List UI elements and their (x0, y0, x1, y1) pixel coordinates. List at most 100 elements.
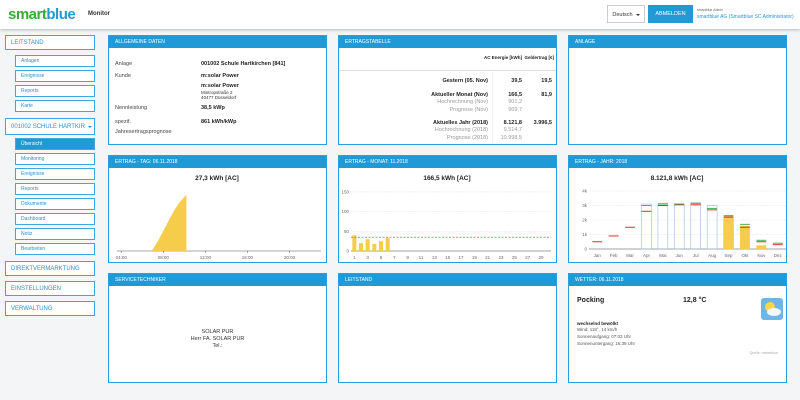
nav-subitem[interactable]: Ereignisse (15, 70, 95, 82)
field-label: Anlage (115, 61, 133, 67)
x-tick-label: 13 (432, 255, 438, 260)
nav-item[interactable]: 001002 SCHULE HARTKIR (5, 118, 95, 135)
field-label: spezif. (115, 119, 131, 125)
field-value: 40477 Düsseldorf (201, 95, 237, 100)
language-button[interactable]: Deutsch (607, 5, 645, 23)
nav-subitem[interactable]: Monitoring (15, 153, 95, 165)
weather-icon (761, 298, 783, 320)
header: smartblue Monitor Deutsch ABMELDEN smart… (0, 0, 800, 29)
nav-label: VERWALTUNG (11, 305, 53, 312)
panel-control: LEITSTAND (338, 273, 557, 383)
area (151, 195, 187, 251)
y-tick-label: 2k (582, 218, 588, 223)
bar (359, 243, 363, 251)
x-tick-label: 21 (485, 255, 491, 260)
x-tick-label: Jan (594, 253, 602, 258)
service-line: Tel.: (212, 343, 223, 349)
chart-total: 27,3 kWh [AC] (195, 175, 239, 182)
row-label: Prognose (2018) (447, 135, 488, 141)
row-label: Hochrechnung (Nov) (437, 99, 488, 105)
field-value: Mintropstraße 2 (201, 90, 233, 95)
x-tick-label: 23 (498, 255, 504, 260)
weather-source: Quelle: meteoblue (749, 351, 778, 355)
nav-item[interactable]: DIREKTVERMARKTUNG (5, 261, 95, 276)
separator (339, 70, 556, 71)
panel-title: ALLGEMEINE DATEN (109, 36, 326, 48)
weather-detail: Sonnenaufgang: 07:03 Uhr (577, 334, 632, 339)
nav-item[interactable]: VERWALTUNG (5, 301, 95, 316)
panel-weather: WETTER: 06.11.2018 Pocking 12,8 °C wechsel… (568, 273, 787, 383)
panel-service: SERVICETECHNIKER SOLAR PUR Herr FA. SOLAR … (108, 273, 327, 383)
nav-label: EINSTELLUNGEN (11, 285, 62, 292)
field-value: 001002 Schule Hartkirchen [841] (201, 61, 286, 67)
bar (372, 243, 377, 251)
x-tick-label: 20:00 (284, 255, 296, 260)
y-tick-label: 0 (584, 247, 587, 252)
caret (635, 13, 640, 16)
panel-chart-year: ERTRAG - JAHR: 2018 8.121,8 kWh [AC] 0 1k 2k… (568, 155, 787, 263)
nav-subitem[interactable]: Dashboard (15, 213, 95, 225)
bar (756, 245, 767, 249)
money-value: 3.996,5 (533, 120, 552, 126)
x-tick-label: 5 (380, 255, 383, 260)
nav-item[interactable]: LEITSTAND (5, 35, 95, 50)
y-tick-label: 100 (341, 209, 349, 214)
x-tick-label: Mai (659, 253, 666, 258)
nav-subitem[interactable]: Bearbeiten (15, 243, 95, 255)
x-tick-label: 11 (419, 255, 424, 260)
weather-temperature: 12,8 °C (683, 297, 707, 304)
panel-title: LEITSTAND (339, 274, 556, 286)
column-header: AC Energie [kWh] (483, 55, 522, 60)
logo[interactable]: smartblue (8, 6, 76, 23)
nav-subitem[interactable]: Anlagen (15, 55, 95, 67)
x-tick-label: Feb (610, 253, 618, 258)
energy-value: 8.121,8 (503, 120, 522, 126)
nav-subitem[interactable]: Übersicht (15, 138, 95, 150)
x-tick-label: 7 (393, 255, 396, 260)
weather-detail: Wind: 118°, 14 km/h (577, 327, 618, 332)
logout-button[interactable]: ABMELDEN (648, 5, 693, 23)
x-tick-label: Jul (693, 253, 699, 258)
field-value: m:solar Power (201, 83, 239, 89)
x-tick-label: 27 (525, 255, 531, 260)
bar (365, 239, 370, 251)
x-tick-label: Mar (626, 253, 634, 258)
nav-subitem[interactable]: Dokumente (15, 198, 95, 210)
panel-title: SERVICETECHNIKER (109, 274, 326, 286)
x-tick-label: 19 (472, 255, 478, 260)
icon-cloud (767, 308, 781, 316)
comparison-bar (657, 203, 669, 250)
comparison-bar (706, 205, 718, 250)
weather-place: Pocking (577, 297, 605, 304)
panel-title: ERTRAG - TAG: 06.11.2018 (109, 156, 326, 168)
row-label: Hochrechnung (2018) (434, 127, 488, 133)
y-tick-label: 3k (582, 203, 588, 208)
caret (87, 125, 92, 128)
nav-subitem[interactable]: Karte (15, 100, 95, 112)
separator (492, 70, 493, 144)
field-value: 38,5 kWp (201, 105, 225, 111)
x-tick-label: 15 (445, 255, 451, 260)
nav-subitem[interactable]: Ereignisse (15, 168, 95, 180)
nav-subitem[interactable]: Reports (15, 85, 95, 97)
field-label: Nennleistung (115, 105, 148, 111)
panel-general: ALLGEMEINE DATEN Anlage 001002 Schule Hart… (108, 35, 327, 145)
language-label: Deutsch (612, 12, 633, 18)
row-label: Aktuelles Jahr (2018) (432, 120, 488, 126)
y-tick-label: 0 (346, 249, 349, 254)
column-header: Geldertrag [€] (524, 55, 554, 60)
x-tick-label: 1 (353, 255, 356, 260)
panel-title: ERTRAG - MONAT: 11.2018 (339, 156, 556, 168)
panel-title: WETTER: 06.11.2018 (569, 274, 786, 286)
y-tick-label: 50 (344, 229, 350, 234)
y-tick-label: 4k (582, 189, 588, 194)
nav-subitem[interactable]: Notiz (15, 228, 95, 240)
field-value: 861 kWh/kWp (201, 119, 237, 125)
x-tick-label: Sep (725, 253, 734, 258)
chart: 8.121,8 kWh [AC] 0 1k 2k 3k 4k Jan Feb Mar Apr Mai… (582, 175, 786, 258)
user-role: smartblue Admin (697, 8, 724, 12)
x-tick-label: 16:00 (242, 255, 254, 260)
nav-subitem[interactable]: Reports (15, 183, 95, 195)
nav-item[interactable]: EINSTELLUNGEN (5, 281, 95, 296)
